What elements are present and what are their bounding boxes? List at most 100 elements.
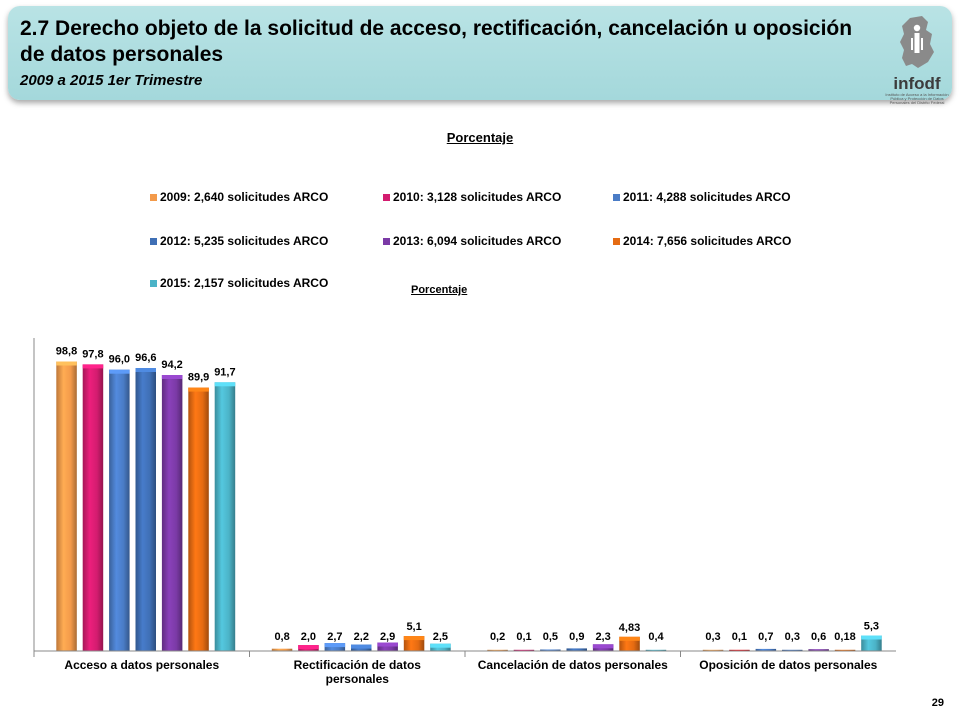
bar-cap	[430, 643, 451, 648]
legend-label: 2013: 6,094 solicitudes ARCO	[393, 234, 562, 248]
data-label: 5,1	[406, 621, 421, 633]
legend-label: 2010: 3,128 solicitudes ARCO	[393, 190, 562, 204]
data-label: 96,0	[109, 354, 130, 366]
data-label: 5,3	[864, 621, 879, 633]
data-label: 2,3	[595, 631, 610, 643]
data-label: 0,1	[516, 631, 531, 643]
data-label: 0,3	[785, 631, 800, 643]
legend-swatch	[150, 237, 157, 245]
bar	[645, 649, 667, 651]
bar	[135, 368, 156, 651]
data-label: 0,8	[274, 631, 289, 643]
data-label: 2,0	[301, 631, 316, 643]
legend-item: 2013: 6,094 solicitudes ARCO	[383, 234, 561, 248]
bar	[82, 364, 104, 651]
bar-cap	[403, 636, 425, 641]
title-banner: 2.7 Derecho objeto de la solicitud de ac…	[8, 6, 952, 105]
bar-cap	[324, 643, 346, 648]
bar	[782, 649, 803, 651]
category-label: Acceso a datos personales	[64, 658, 219, 672]
bar-cap	[351, 644, 372, 649]
legend-label: 2011: 4,288 solicitudes ARCO	[623, 190, 791, 204]
logo-text: infodf	[893, 74, 941, 93]
bar-cap	[161, 375, 183, 379]
category-label: Rectificación de datos	[294, 658, 422, 672]
legend-label: 2015: 2,157 solicitudes ARCO	[160, 276, 329, 290]
data-label: 97,8	[82, 348, 103, 360]
bar	[109, 369, 130, 651]
bar-cap	[619, 636, 640, 641]
data-label: 0,2	[490, 631, 505, 643]
data-label: 2,2	[354, 631, 369, 643]
legend-item: 2010: 3,128 solicitudes ARCO	[383, 190, 561, 204]
bar-cap	[214, 382, 236, 387]
bar	[161, 375, 183, 651]
legend-label: 2014: 7,656 solicitudes ARCO	[623, 234, 792, 248]
bar	[188, 387, 209, 651]
data-label: 0,9	[569, 631, 584, 643]
data-label: 0,5	[543, 631, 558, 643]
bar	[729, 649, 750, 651]
data-label: 0,6	[811, 631, 826, 643]
bar	[56, 361, 77, 651]
bar	[566, 648, 587, 651]
data-label: 0,4	[648, 631, 664, 643]
bar	[513, 649, 535, 651]
bar	[834, 649, 856, 651]
bar-cap	[82, 364, 104, 369]
legend-label: 2012: 5,235 solicitudes ARCO	[160, 234, 329, 248]
bar	[540, 649, 561, 651]
legend-swatch	[613, 237, 620, 245]
city-map-icon	[900, 16, 934, 68]
bar-cap	[109, 369, 130, 374]
legend-item: 2009: 2,640 solicitudes ARCO	[150, 190, 328, 204]
category-label: Cancelación de datos personales	[478, 658, 668, 672]
legend-item: 2011: 4,288 solicitudes ARCO	[613, 190, 791, 204]
category-label: personales	[326, 672, 390, 686]
legend-swatch	[383, 237, 390, 245]
data-label: 2,5	[433, 631, 448, 643]
page-subtitle: 2009 a 2015 1er Trimestre	[20, 72, 203, 89]
bar-cap	[592, 644, 614, 649]
data-label: 89,9	[188, 372, 209, 384]
legend-swatch	[150, 279, 157, 287]
data-label: 0,18	[834, 631, 855, 643]
bar-cap	[861, 635, 882, 640]
data-label: 2,9	[380, 631, 395, 643]
bar	[487, 649, 508, 651]
bar-cap	[135, 368, 156, 372]
data-label: 94,2	[161, 359, 182, 371]
data-label: 98,8	[56, 346, 77, 358]
bar	[271, 648, 293, 651]
infodf-logo: infodf Instituto de Acceso a la Informac…	[882, 14, 952, 105]
legend-item: 2014: 7,656 solicitudes ARCO	[613, 234, 791, 248]
data-label: 0,1	[732, 631, 747, 643]
data-label: 0,3	[705, 631, 720, 643]
bar	[377, 642, 398, 651]
data-label: 96,6	[135, 352, 156, 364]
bar-cap	[298, 645, 319, 650]
data-label: 0,7	[758, 631, 773, 643]
page-title: 2.7 Derecho objeto de la solicitud de ac…	[20, 17, 853, 66]
bar	[808, 649, 829, 651]
category-label: Oposición de datos personales	[699, 658, 877, 672]
chart-title: Porcentaje	[446, 130, 514, 145]
legend-swatch	[613, 193, 620, 201]
legend-item: 2012: 5,235 solicitudes ARCO	[150, 234, 328, 248]
data-label: 2,7	[327, 631, 342, 643]
bar-cap	[377, 642, 398, 647]
data-label: 91,7	[214, 366, 235, 378]
legend-swatch	[383, 193, 390, 201]
bar	[755, 648, 777, 651]
bar-cap	[56, 361, 77, 366]
legend-swatch	[150, 193, 157, 201]
legend-item: 2015: 2,157 solicitudes ARCO	[150, 276, 328, 290]
page-number: 29	[931, 697, 944, 709]
logo-caption: Instituto de Acceso a la Información Púb…	[885, 92, 949, 105]
bar	[702, 649, 724, 651]
bar	[214, 382, 236, 651]
chart-inner-title: Porcentaje	[411, 284, 468, 296]
legend-label: 2009: 2,640 solicitudes ARCO	[160, 190, 329, 204]
data-label: 4,83	[619, 622, 640, 634]
